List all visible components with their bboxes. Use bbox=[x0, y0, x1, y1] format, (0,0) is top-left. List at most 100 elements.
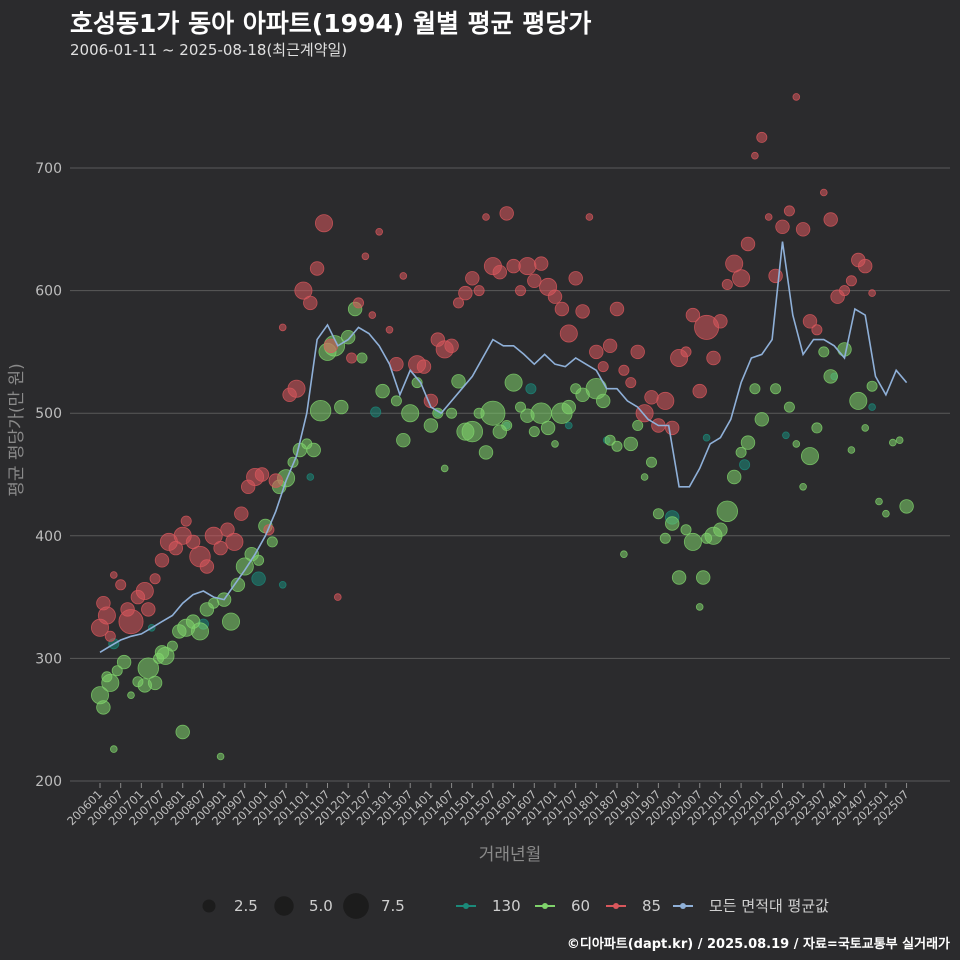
data-point-area-60 bbox=[671, 570, 687, 585]
data-point-area-85 bbox=[294, 281, 313, 300]
data-point-area-85 bbox=[268, 473, 284, 488]
data-point-area-85 bbox=[213, 540, 228, 556]
y-tick-label: 300 bbox=[35, 651, 62, 667]
data-point-area-60 bbox=[652, 508, 664, 520]
data-point-area-85 bbox=[399, 272, 408, 280]
data-point-area-85 bbox=[515, 285, 527, 297]
data-point-area-60 bbox=[695, 603, 704, 611]
data-point-area-60 bbox=[401, 404, 420, 423]
data-point-area-85 bbox=[141, 602, 156, 617]
data-point-area-60 bbox=[604, 434, 616, 446]
data-point-area-130 bbox=[251, 571, 266, 586]
legend-label: 85 bbox=[642, 897, 661, 915]
data-point-area-60 bbox=[309, 400, 332, 422]
data-point-area-60 bbox=[504, 373, 523, 392]
data-point-area-85 bbox=[713, 314, 728, 329]
data-point-area-60 bbox=[446, 407, 458, 419]
data-point-area-60 bbox=[683, 532, 702, 551]
data-point-area-85 bbox=[575, 304, 590, 319]
data-point-area-85 bbox=[819, 188, 828, 197]
data-point-area-85 bbox=[618, 364, 630, 376]
average-price-line bbox=[99, 241, 908, 653]
data-point-area-85 bbox=[199, 559, 215, 574]
data-point-area-130 bbox=[564, 421, 573, 430]
data-point-area-85 bbox=[589, 344, 604, 360]
data-point-area-85 bbox=[303, 295, 318, 311]
data-point-area-85 bbox=[482, 213, 490, 221]
data-point-area-60 bbox=[895, 436, 904, 445]
data-point-area-60 bbox=[551, 440, 559, 448]
legend-label: 60 bbox=[571, 897, 590, 915]
data-point-area-85 bbox=[602, 338, 618, 354]
data-point-area-60 bbox=[799, 482, 807, 491]
data-point-area-85 bbox=[680, 346, 692, 358]
data-point-area-60 bbox=[111, 665, 123, 677]
data-point-area-60 bbox=[116, 654, 132, 670]
data-point-area-85 bbox=[534, 256, 549, 271]
grid-lines bbox=[70, 167, 950, 782]
data-point-area-85 bbox=[625, 377, 637, 389]
data-point-area-85 bbox=[656, 391, 675, 410]
size-legend-circle bbox=[343, 893, 369, 919]
data-point-area-60 bbox=[866, 380, 878, 392]
data-point-area-85 bbox=[845, 275, 857, 287]
data-point-area-85 bbox=[692, 383, 707, 399]
legend: 2.5 5.0 7.5 130 60 85 모든 면적대 평균값 bbox=[202, 893, 829, 919]
y-axis-ticks: 200 300 400 500 600 700 bbox=[35, 161, 62, 790]
data-point-area-85 bbox=[458, 285, 473, 301]
data-point-area-85 bbox=[375, 228, 384, 236]
data-point-area-85 bbox=[792, 93, 801, 101]
data-point-area-60 bbox=[216, 752, 225, 761]
data-point-area-85 bbox=[506, 258, 521, 274]
data-point-area-85 bbox=[527, 273, 542, 289]
data-point-area-60 bbox=[716, 500, 739, 523]
data-point-area-60 bbox=[423, 418, 439, 433]
data-point-area-60 bbox=[480, 400, 506, 426]
data-point-area-85 bbox=[811, 324, 823, 336]
size-legend-circle bbox=[274, 896, 294, 916]
y-tick-label: 200 bbox=[35, 774, 62, 790]
data-point-area-60 bbox=[96, 700, 111, 715]
data-point-area-60 bbox=[882, 509, 890, 518]
data-point-area-60 bbox=[530, 402, 552, 424]
legend-key-dot bbox=[463, 903, 469, 909]
data-point-area-60 bbox=[528, 426, 540, 438]
data-point-area-85 bbox=[465, 271, 480, 286]
data-point-area-60 bbox=[137, 657, 160, 679]
data-point-area-60 bbox=[266, 536, 278, 548]
data-point-area-85 bbox=[309, 261, 325, 276]
data-point-area-60 bbox=[432, 407, 444, 419]
data-point-area-60 bbox=[659, 532, 671, 544]
data-point-area-85 bbox=[783, 205, 795, 217]
data-point-area-85 bbox=[756, 131, 768, 143]
data-point-area-85 bbox=[775, 219, 790, 235]
y-tick-label: 600 bbox=[35, 284, 62, 300]
data-point-area-85 bbox=[333, 593, 342, 601]
data-point-area-60 bbox=[792, 440, 801, 448]
size-legend: 2.5 5.0 7.5 bbox=[202, 893, 405, 919]
data-point-area-60 bbox=[740, 435, 756, 450]
data-point-area-60 bbox=[101, 673, 120, 692]
y-tick-label: 400 bbox=[35, 529, 62, 545]
data-point-area-85 bbox=[630, 344, 645, 360]
data-point-area-60 bbox=[646, 456, 658, 468]
data-point-area-85 bbox=[597, 361, 609, 373]
data-point-area-85 bbox=[685, 307, 701, 323]
legend-key-dot bbox=[542, 903, 548, 909]
data-point-area-130 bbox=[278, 580, 287, 589]
data-point-area-85 bbox=[858, 258, 873, 274]
data-point-area-85 bbox=[110, 571, 118, 579]
data-point-area-60 bbox=[770, 383, 782, 395]
data-points bbox=[91, 93, 914, 761]
data-point-area-60 bbox=[253, 554, 265, 566]
data-point-area-85 bbox=[499, 206, 514, 221]
data-point-area-85 bbox=[154, 553, 170, 568]
data-point-area-85 bbox=[725, 254, 744, 273]
data-point-area-60 bbox=[849, 391, 868, 410]
data-point-area-85 bbox=[547, 289, 563, 304]
data-point-area-85 bbox=[868, 289, 876, 297]
data-point-area-85 bbox=[585, 213, 594, 221]
data-point-area-85 bbox=[635, 404, 654, 423]
data-point-area-60 bbox=[561, 399, 577, 415]
